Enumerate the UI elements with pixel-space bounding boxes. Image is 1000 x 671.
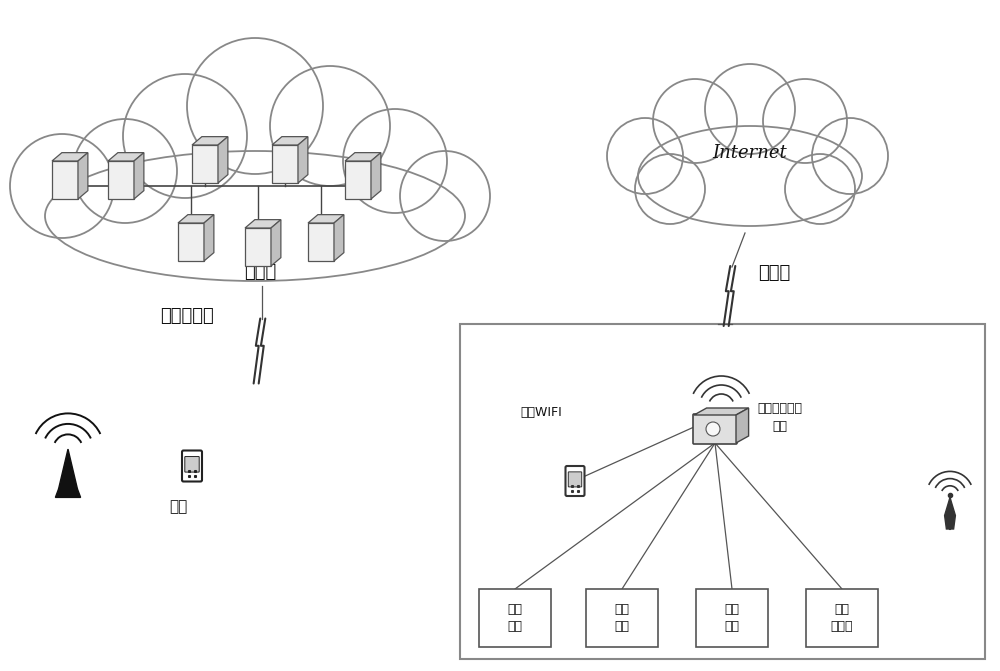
Circle shape xyxy=(812,118,888,194)
Polygon shape xyxy=(52,152,88,161)
FancyBboxPatch shape xyxy=(566,466,585,496)
Text: 本地WIFI: 本地WIFI xyxy=(520,407,562,419)
Polygon shape xyxy=(245,219,281,228)
Polygon shape xyxy=(245,228,271,266)
Polygon shape xyxy=(78,152,88,199)
Circle shape xyxy=(270,66,390,186)
Polygon shape xyxy=(271,219,281,266)
Polygon shape xyxy=(108,161,134,199)
Polygon shape xyxy=(308,223,334,261)
Polygon shape xyxy=(460,324,985,659)
Circle shape xyxy=(763,79,847,163)
Text: 互联网: 互联网 xyxy=(758,264,790,282)
Polygon shape xyxy=(345,161,371,199)
Polygon shape xyxy=(192,145,218,183)
Circle shape xyxy=(343,109,447,213)
Ellipse shape xyxy=(45,151,465,281)
Polygon shape xyxy=(945,497,955,529)
Circle shape xyxy=(653,79,737,163)
Ellipse shape xyxy=(638,126,862,226)
Text: 智能家居网关
装置: 智能家居网关 装置 xyxy=(757,401,802,433)
Polygon shape xyxy=(806,589,878,647)
FancyBboxPatch shape xyxy=(185,456,199,472)
Polygon shape xyxy=(178,215,214,223)
Polygon shape xyxy=(108,152,144,161)
Polygon shape xyxy=(694,408,749,415)
Polygon shape xyxy=(272,137,308,145)
Circle shape xyxy=(706,422,720,436)
FancyBboxPatch shape xyxy=(182,450,202,482)
Polygon shape xyxy=(308,215,344,223)
Circle shape xyxy=(123,74,247,198)
Polygon shape xyxy=(479,589,551,647)
Polygon shape xyxy=(736,408,749,443)
Polygon shape xyxy=(204,215,214,261)
Polygon shape xyxy=(298,137,308,183)
Circle shape xyxy=(785,154,855,224)
Text: 智能
插座: 智能 插座 xyxy=(614,603,630,633)
Text: 移动互联网: 移动互联网 xyxy=(160,307,214,325)
Polygon shape xyxy=(696,589,768,647)
Text: 用户: 用户 xyxy=(169,499,187,514)
Text: Internet: Internet xyxy=(713,144,787,162)
Polygon shape xyxy=(52,161,78,199)
Text: 云平台: 云平台 xyxy=(244,263,276,281)
Circle shape xyxy=(10,134,114,238)
Polygon shape xyxy=(134,152,144,199)
FancyBboxPatch shape xyxy=(693,414,737,444)
Polygon shape xyxy=(586,589,658,647)
Text: 智能
传感器: 智能 传感器 xyxy=(831,603,853,633)
Circle shape xyxy=(73,119,177,223)
Polygon shape xyxy=(59,449,77,489)
Text: 智能
家电: 智能 家电 xyxy=(508,603,522,633)
FancyBboxPatch shape xyxy=(568,472,582,487)
Circle shape xyxy=(400,151,490,241)
Polygon shape xyxy=(371,152,381,199)
Polygon shape xyxy=(272,145,298,183)
Polygon shape xyxy=(178,223,204,261)
Circle shape xyxy=(607,118,683,194)
Polygon shape xyxy=(334,215,344,261)
Polygon shape xyxy=(345,152,381,161)
Text: 智能
照明: 智能 照明 xyxy=(724,603,740,633)
Circle shape xyxy=(635,154,705,224)
Circle shape xyxy=(187,38,323,174)
Polygon shape xyxy=(218,137,228,183)
Circle shape xyxy=(705,64,795,154)
Polygon shape xyxy=(55,489,81,497)
Polygon shape xyxy=(192,137,228,145)
